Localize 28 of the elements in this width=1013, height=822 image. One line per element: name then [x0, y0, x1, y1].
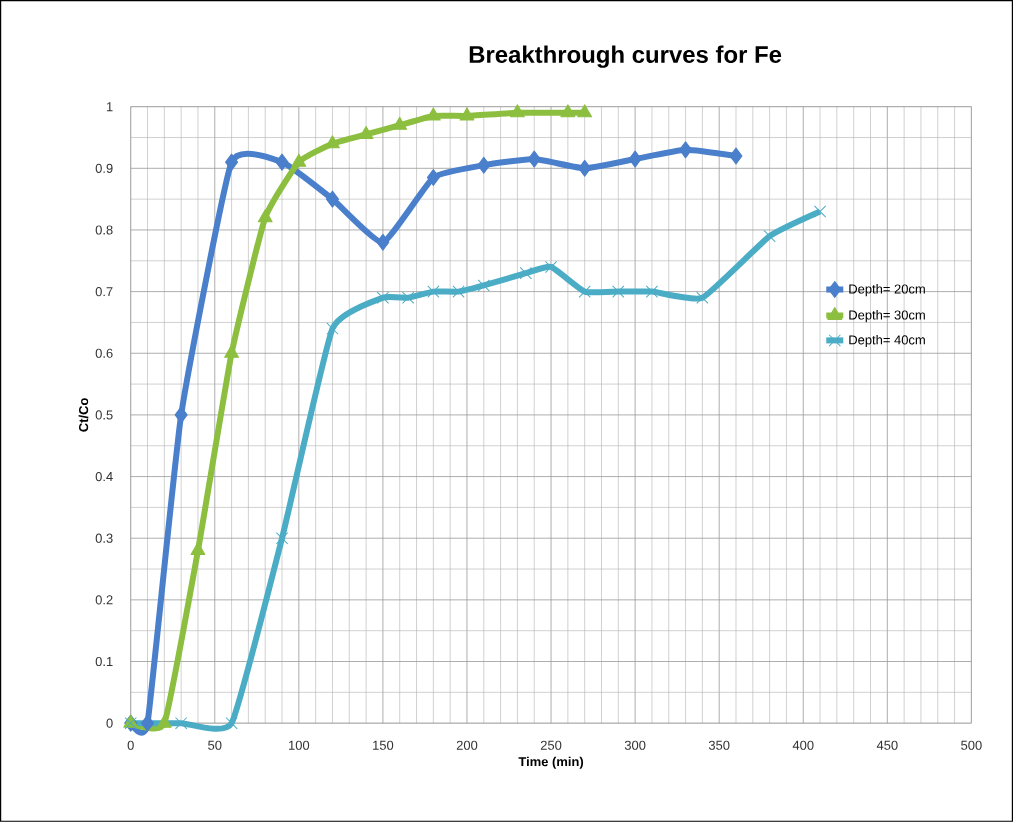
y-tick-label: 0.8	[95, 225, 113, 235]
legend-label: Depth= 30cm	[849, 310, 925, 323]
x-tick-label: 0	[127, 740, 134, 750]
x-tick-label: 300	[624, 740, 646, 750]
chart-title: Breakthrough curves for Fe	[469, 45, 782, 68]
y-axis-title: Ct/Co	[78, 398, 89, 432]
x-tick-label: 200	[456, 740, 478, 750]
y-tick-label: 1	[106, 102, 113, 112]
y-tick-label: 0.7	[95, 287, 113, 297]
x-axis-title: Time (min)	[518, 756, 584, 769]
x-tick-label: 150	[373, 740, 394, 750]
x-tick-label: 500	[961, 740, 982, 750]
x-tick-label: 450	[876, 740, 898, 750]
y-tick-label: 0.6	[95, 348, 113, 358]
y-tick-label: 0.1	[95, 657, 113, 667]
x-tick-label: 50	[208, 740, 222, 750]
y-tick-label: 0.4	[95, 472, 113, 482]
y-tick-label: 0.2	[95, 595, 113, 605]
y-tick-label: 0.5	[95, 410, 113, 420]
x-tick-label: 350	[708, 740, 730, 750]
legend-label: Depth= 40cm	[849, 335, 925, 348]
x-tick-label: 250	[540, 740, 562, 750]
y-tick-label: 0.3	[95, 533, 113, 543]
legend-label: Depth= 20cm	[849, 284, 925, 297]
x-tick-label: 100	[289, 740, 310, 750]
x-tick-label: 400	[792, 740, 814, 750]
y-tick-label: 0.9	[95, 163, 113, 173]
y-tick-label: 0	[106, 718, 113, 728]
